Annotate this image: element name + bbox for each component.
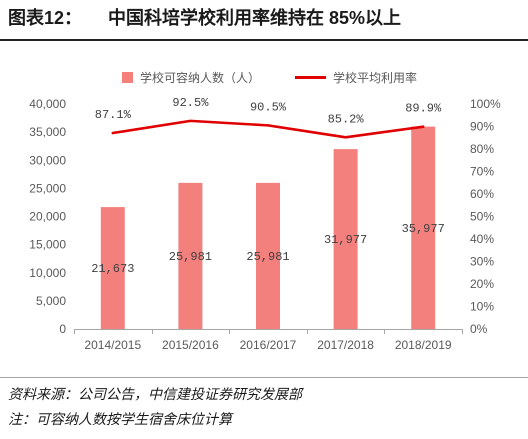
line-data-label: 90.5%	[250, 100, 287, 114]
bar	[256, 182, 280, 329]
bar-data-label: 21,673	[91, 262, 134, 276]
source-divider	[0, 377, 528, 378]
bar-data-label: 25,981	[169, 250, 212, 264]
y-right-tick-label: 10%	[470, 300, 494, 314]
bar	[178, 182, 203, 329]
y-right-tick-label: 30%	[470, 255, 494, 269]
legend-swatch-utilization	[295, 75, 326, 79]
bar	[333, 149, 358, 329]
legend-item-utilization: 学校平均利用率	[295, 70, 418, 85]
x-tick-label: 2015/2016	[162, 338, 219, 352]
x-tick-label: 2017/2018	[317, 338, 374, 352]
y-left-tick-label: 10,000	[29, 266, 66, 280]
y-left-tick-label: 25,000	[29, 181, 66, 195]
y-left-tick-label: 5,000	[36, 294, 66, 308]
legend-item-capacity: 学校可容纳人数（人）	[122, 70, 261, 85]
legend-label-capacity: 学校可容纳人数（人）	[140, 70, 261, 85]
bar	[100, 207, 125, 329]
x-tick-label: 2014/2015	[84, 338, 141, 352]
line-data-label: 89.9%	[405, 102, 442, 116]
bar-data-label: 25,981	[246, 250, 289, 264]
x-tick-label: 2018/2019	[395, 338, 452, 352]
y-right-tick-label: 80%	[470, 142, 494, 156]
y-right-tick-label: 100%	[470, 97, 501, 111]
figure-title: 中国科培学校利用率维持在 85%以上	[108, 8, 402, 28]
line-data-label: 85.2%	[328, 112, 365, 126]
y-left-tick-label: 40,000	[29, 97, 66, 111]
legend-swatch-capacity	[122, 71, 133, 83]
y-right-tick-label: 40%	[470, 232, 494, 246]
figure-label: 图表12：	[8, 8, 83, 28]
x-tick-label: 2016/2017	[240, 338, 297, 352]
bar	[411, 126, 436, 329]
y-left-tick-label: 30,000	[29, 153, 66, 167]
y-right-tick-label: 50%	[470, 210, 494, 224]
y-left-tick-label: 0	[59, 322, 66, 336]
y-right-tick-label: 60%	[470, 187, 494, 201]
source-note: 资料来源：公司公告，中信建投证券研究发展部	[8, 387, 302, 403]
line-data-label: 92.5%	[172, 96, 209, 110]
y-left-tick-label: 35,000	[29, 125, 66, 139]
utilization-line	[111, 119, 425, 139]
title-rule	[0, 39, 528, 41]
y-right-tick-label: 0%	[470, 322, 488, 336]
y-right-tick-label: 70%	[470, 165, 494, 179]
chart: 0 5,000 10,000 15,000 20,000 25,000 30,000 35,0…	[29, 96, 501, 352]
y-left-tick-label: 20,000	[29, 210, 66, 224]
y-right-tick-label: 20%	[470, 277, 494, 291]
y-left-tick-label: 15,000	[29, 238, 66, 252]
footnote: 注：可容纳人数按学生宿舍床位计算	[8, 412, 232, 428]
y-right-tick-label: 90%	[470, 120, 494, 134]
bar-data-label: 31,977	[324, 233, 367, 247]
legend-label-utilization: 学校平均利用率	[333, 70, 418, 85]
line-data-label: 87.1%	[95, 108, 132, 122]
bar-data-label: 35,977	[402, 222, 445, 236]
